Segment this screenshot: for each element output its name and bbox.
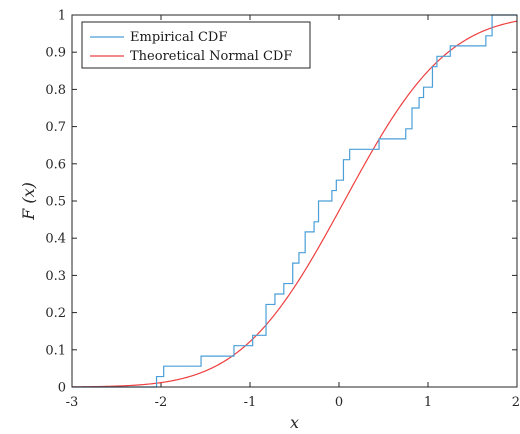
x-ticks: -3 -2 -1 0 1 2 <box>66 15 520 410</box>
y-tick-label: 0.3 <box>45 269 66 284</box>
y-tick-label: 1 <box>58 9 66 24</box>
x-tick-label: 2 <box>512 395 520 410</box>
y-tick-label: 0.7 <box>45 120 66 135</box>
empirical-cdf-line <box>72 14 517 388</box>
y-tick-label: 0.6 <box>45 157 66 172</box>
x-tick-label: -1 <box>244 395 257 410</box>
y-ticks: 0 0.1 0.2 0.3 0.4 0.5 0.6 0.7 0.8 0.9 1 <box>45 9 517 396</box>
x-tick-label: 0 <box>335 395 343 410</box>
x-axis-title: x <box>290 413 299 432</box>
legend: Empirical CDF Theoretical Normal CDF <box>81 21 311 69</box>
y-tick-label: 0.5 <box>45 195 66 210</box>
y-tick-label: 0.4 <box>45 232 66 247</box>
y-tick-label: 0 <box>58 381 66 396</box>
y-tick-label: 0.9 <box>45 46 66 61</box>
x-tick-label: -2 <box>155 395 168 410</box>
plot-frame <box>71 14 518 388</box>
y-axis-title: F (x) <box>19 182 38 221</box>
x-tick-label: 1 <box>424 395 432 410</box>
theoretical-normal-cdf-line <box>71 20 518 388</box>
legend-label-theoretical: Theoretical Normal CDF <box>130 49 292 64</box>
legend-box <box>81 21 311 69</box>
y-tick-label: 0.8 <box>45 83 66 98</box>
y-tick-label: 0.1 <box>45 343 66 358</box>
x-tick-label: -3 <box>66 395 79 410</box>
legend-label-empirical: Empirical CDF <box>130 30 227 45</box>
plot-area <box>71 14 518 388</box>
y-tick-label: 0.2 <box>45 306 66 321</box>
